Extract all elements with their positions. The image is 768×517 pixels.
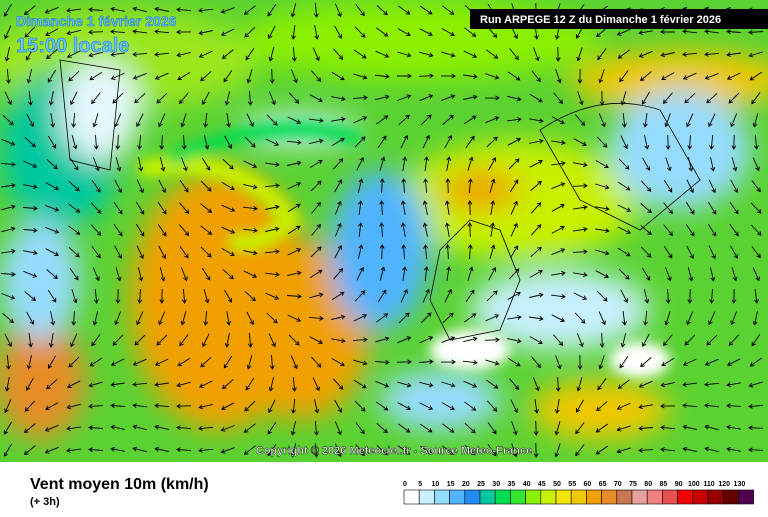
legend-label: 15 (447, 481, 455, 488)
legend-label: 100 (688, 481, 700, 488)
legend-swatch (510, 489, 526, 505)
legend-label: 25 (477, 481, 485, 488)
legend-swatch (677, 489, 694, 505)
run-box (470, 9, 768, 29)
legend-label: 75 (629, 481, 637, 488)
legend-label: 55 (568, 481, 576, 488)
legend-swatch (464, 489, 481, 505)
map-field (0, 0, 768, 462)
footer-title: Vent moyen 10m (km/h) (30, 476, 209, 493)
legend-swatch (479, 489, 496, 505)
legend-label: 120 (718, 481, 730, 488)
legend-label: 30 (492, 481, 500, 488)
color-legend: 0 5 10 15 20 25 30 35 40 45 50 55 60 65 70 75 80 85 90 100 1… (403, 481, 754, 505)
legend-swatch (738, 489, 754, 505)
legend-swatch (494, 489, 511, 505)
legend-swatch (646, 489, 663, 505)
legend-label: 130 (734, 481, 746, 488)
legend-label: 20 (462, 481, 470, 488)
legend-swatch (692, 489, 709, 505)
run-label: Run ARPEGE 12 Z du Dimanche 1 février 20… (480, 14, 721, 26)
wind-arrows (0, 2, 764, 458)
legend-label: 40 (523, 481, 531, 488)
footer-step: (+ 3h) (30, 496, 60, 508)
legend-label: 80 (644, 481, 652, 488)
legend-swatch (586, 489, 602, 505)
arrow-field (0, 2, 764, 458)
legend-label: 65 (599, 481, 607, 488)
date-label: Dimanche 1 février 2026 (16, 13, 177, 29)
legend-label: 60 (584, 481, 592, 488)
legend-swatch (525, 489, 542, 505)
time-label: 15:00 locale (16, 35, 129, 57)
legend-swatch (662, 489, 678, 505)
legend-label: 110 (703, 481, 714, 488)
legend-swatch (707, 489, 724, 505)
legend-label: 5 (418, 481, 422, 488)
legend-swatch (601, 489, 618, 505)
legend-swatch (722, 489, 739, 505)
legend-label: 90 (675, 481, 683, 488)
legend-swatch (418, 489, 435, 505)
legend-label: 10 (432, 481, 440, 488)
legend-swatch (616, 489, 633, 505)
legend-swatch (555, 489, 572, 505)
legend-label: 35 (508, 481, 516, 488)
legend-label: 70 (614, 481, 622, 488)
legend-label: 45 (538, 481, 546, 488)
legend-swatch (570, 489, 587, 505)
coastlines (59, 59, 701, 341)
legend-swatch (434, 489, 450, 505)
legend-label: 85 (660, 481, 668, 488)
legend-label: 50 (553, 481, 561, 488)
copyright: Copyright © 2026 Meteociel.fr - Source M… (256, 445, 532, 457)
legend-swatch (403, 489, 420, 505)
legend-swatch (540, 489, 557, 505)
legend-swatch (631, 489, 648, 505)
legend-label: 0 (403, 481, 407, 488)
legend-swatch (449, 489, 466, 505)
